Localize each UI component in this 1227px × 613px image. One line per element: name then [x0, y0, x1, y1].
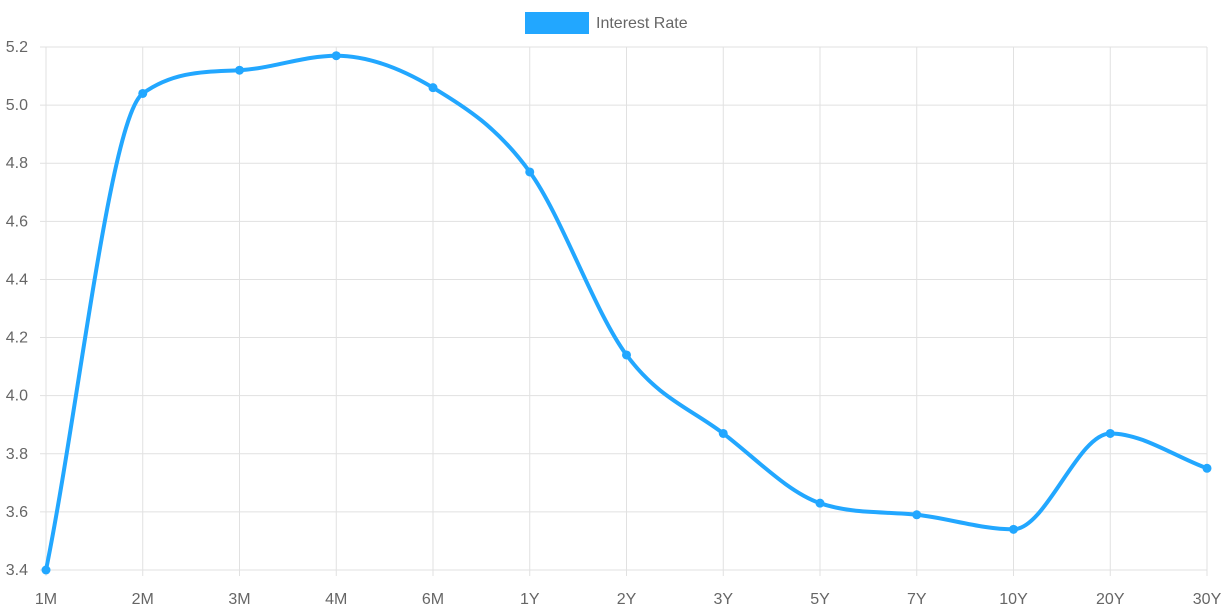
y-tick-label: 3.4 — [6, 562, 28, 579]
x-tick-label: 2Y — [617, 591, 637, 608]
legend-label[interactable]: Interest Rate — [596, 15, 688, 32]
x-tick-label: 30Y — [1193, 591, 1222, 608]
data-point-3m[interactable] — [235, 65, 244, 75]
x-tick-label: 1M — [35, 591, 57, 608]
y-tick-label: 4.0 — [6, 388, 28, 405]
x-tick-label: 20Y — [1096, 591, 1125, 608]
y-tick-label: 4.4 — [6, 271, 28, 288]
x-tick-label: 1Y — [520, 591, 540, 608]
grid — [40, 46, 1208, 576]
data-point-3y[interactable] — [718, 428, 728, 438]
data-point-7y[interactable] — [912, 510, 922, 520]
x-tick-label: 4M — [325, 591, 347, 608]
y-tick-label: 3.8 — [6, 446, 28, 463]
y-tick-label: 4.2 — [6, 330, 28, 347]
legend[interactable]: Interest Rate — [525, 12, 688, 34]
data-point-30y[interactable] — [1202, 463, 1212, 473]
y-tick-label: 3.6 — [6, 504, 28, 521]
data-point-5y[interactable] — [815, 498, 825, 508]
data-point-6m[interactable] — [428, 83, 438, 93]
x-tick-label: 7Y — [907, 591, 927, 608]
x-tick-label: 3Y — [713, 591, 733, 608]
x-axis-ticks: 1M 2M 3M 4M 6M 1Y 2Y 3Y 5Y 7Y 10Y 20Y 30Y — [35, 591, 1222, 608]
x-tick-label: 10Y — [999, 591, 1028, 608]
y-axis-ticks: 3.4 3.6 3.8 4.0 4.2 4.4 4.6 4.8 5.0 5.2 — [6, 39, 28, 579]
x-tick-label: 6M — [422, 591, 444, 608]
legend-swatch[interactable] — [525, 12, 589, 34]
x-tick-label: 5Y — [810, 591, 830, 608]
y-tick-label: 5.0 — [6, 97, 28, 114]
x-tick-label: 3M — [228, 591, 250, 608]
data-point-10y[interactable] — [1009, 524, 1018, 534]
data-point-1y[interactable] — [525, 167, 535, 177]
y-tick-label: 4.6 — [6, 213, 28, 230]
series — [41, 51, 1212, 575]
data-point-2y[interactable] — [622, 350, 631, 360]
y-tick-label: 4.8 — [6, 155, 28, 172]
y-tick-label: 5.2 — [6, 39, 28, 56]
data-point-4m[interactable] — [331, 51, 341, 61]
data-point-1m[interactable] — [41, 565, 51, 575]
data-point-2m[interactable] — [138, 88, 148, 98]
data-point-20y[interactable] — [1105, 428, 1115, 438]
x-tick-label: 2M — [132, 591, 154, 608]
